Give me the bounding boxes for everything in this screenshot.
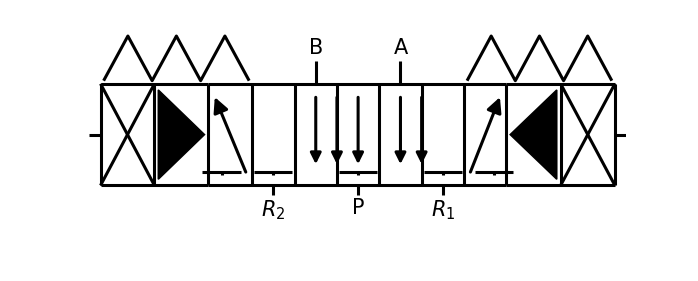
- Text: $R_2$: $R_2$: [261, 198, 285, 222]
- Text: B: B: [309, 38, 323, 58]
- Polygon shape: [158, 90, 205, 179]
- Text: A: A: [394, 38, 408, 58]
- Text: $R_1$: $R_1$: [431, 198, 455, 222]
- Text: P: P: [352, 198, 364, 219]
- Polygon shape: [510, 90, 557, 179]
